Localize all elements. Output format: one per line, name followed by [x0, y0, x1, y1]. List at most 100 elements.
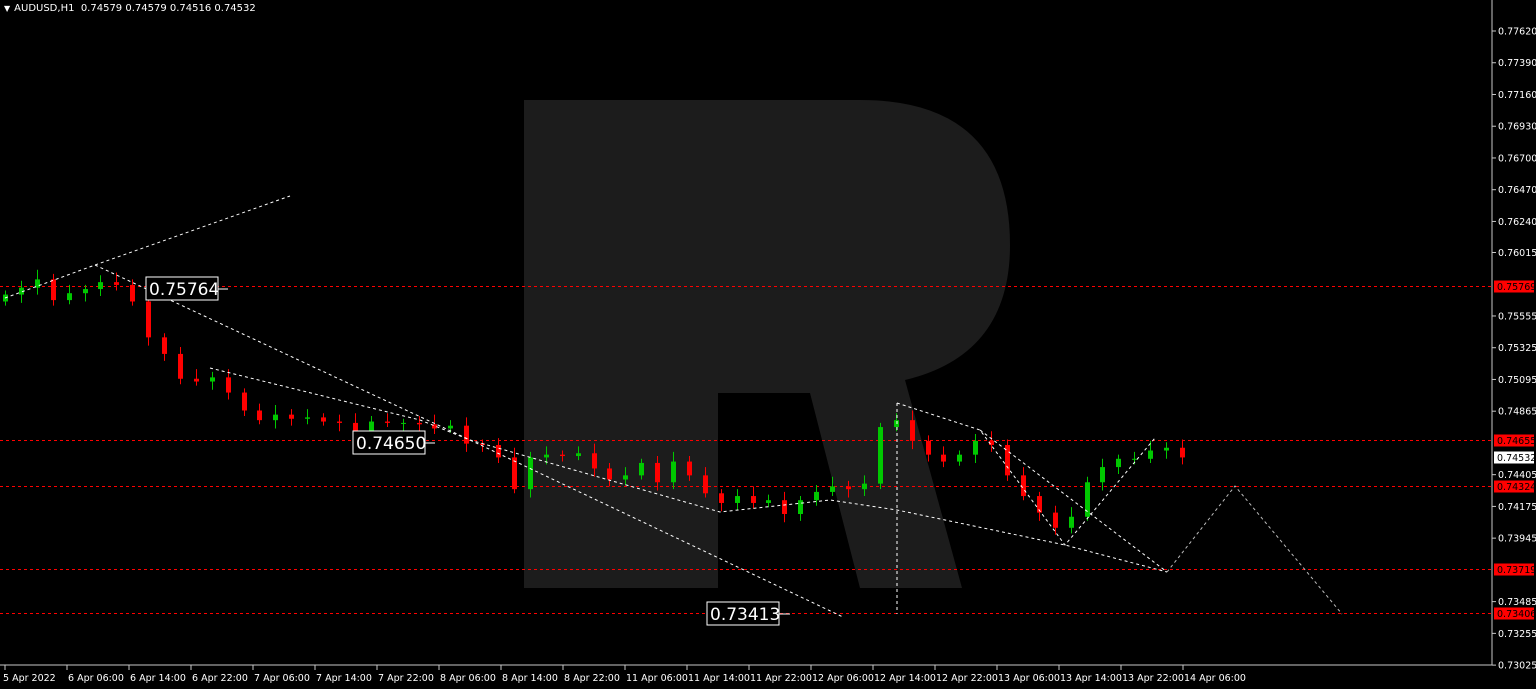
candle: [671, 451, 676, 490]
candle: [1116, 454, 1121, 474]
price-annotation[interactable]: 0.73413: [706, 601, 790, 626]
candle-body: [448, 425, 453, 429]
candle-body: [321, 417, 326, 422]
candle-body: [751, 496, 756, 503]
candle-body: [210, 377, 215, 382]
y-tick-label: 0.74865: [1498, 407, 1536, 418]
y-tick-label: 0.76700: [1498, 153, 1536, 164]
y-tick-label: 0.75555: [1498, 311, 1536, 322]
x-tick-label: 6 Apr 22:00: [192, 673, 248, 684]
x-tick-label: 11 Apr 22:00: [750, 673, 812, 684]
candle-body: [385, 421, 390, 423]
current-price-label: 0.74532: [1497, 453, 1536, 464]
candle-body: [1148, 450, 1153, 459]
candle: [910, 410, 915, 450]
candle-body: [305, 417, 310, 419]
candle-body: [337, 421, 342, 423]
candle: [846, 480, 851, 498]
price-annotation[interactable]: 0.74650: [352, 430, 435, 455]
candle-body: [512, 457, 517, 490]
candle-body: [226, 377, 231, 393]
candle-body: [417, 422, 422, 425]
candle: [401, 418, 406, 432]
candle: [496, 438, 501, 463]
candle-body: [766, 500, 771, 503]
candle-body: [178, 353, 183, 379]
x-tick-label: 12 Apr 22:00: [936, 673, 998, 684]
annotation-box: [352, 430, 426, 455]
level-price-label: 0.74655: [1497, 436, 1536, 447]
y-tick-label: 0.73025: [1498, 661, 1536, 672]
candle-body: [464, 425, 469, 444]
candle-body: [655, 462, 660, 483]
candle: [130, 279, 135, 306]
candle: [1069, 507, 1074, 534]
level-price-label: 0.74324: [1497, 482, 1536, 493]
candle-body: [1021, 475, 1026, 497]
annotation-box: [145, 276, 219, 301]
candle: [1100, 458, 1105, 491]
watermark-logo: [524, 100, 1010, 588]
y-tick-label: 0.77620: [1498, 27, 1536, 38]
level-price-tag: [1494, 563, 1534, 576]
candle-body: [623, 475, 628, 480]
candle: [655, 456, 660, 491]
candle-body: [67, 293, 72, 301]
candle: [878, 422, 883, 490]
candle: [67, 284, 72, 305]
candle-body: [973, 440, 978, 455]
candle: [735, 489, 740, 510]
ohlc-values: 0.74579 0.74579 0.74516 0.74532: [80, 3, 256, 14]
level-price-label: 0.75769: [1497, 282, 1536, 293]
candle: [51, 273, 56, 306]
candle-body: [941, 454, 946, 462]
candle-body: [1053, 512, 1058, 528]
candle: [83, 284, 88, 302]
candle: [751, 486, 756, 509]
candle-body: [671, 461, 676, 483]
x-tick-label: 5 Apr 2022: [3, 673, 56, 684]
candle: [560, 450, 565, 462]
candle: [178, 347, 183, 385]
candle-body: [926, 440, 931, 455]
x-tick-label: 6 Apr 14:00: [130, 673, 186, 684]
candle: [1005, 439, 1010, 481]
price-annotation[interactable]: 0.75764: [145, 276, 228, 301]
y-tick-label: 0.75095: [1498, 375, 1536, 386]
candle-body: [242, 392, 247, 411]
candle-body: [273, 414, 278, 421]
x-tick-label: 8 Apr 14:00: [502, 673, 558, 684]
zigzag-line: [896, 402, 1156, 546]
candle: [273, 404, 278, 429]
candle: [242, 388, 247, 417]
candle-body: [576, 453, 581, 457]
candle: [305, 409, 310, 425]
annotation-label: 0.73413: [710, 605, 780, 625]
candle-body: [1085, 482, 1090, 517]
x-tick-label: 11 Apr 06:00: [626, 673, 688, 684]
candle-body: [607, 468, 612, 480]
candle: [114, 272, 119, 291]
level-price-tag: [1494, 480, 1534, 493]
current-price-tag: [1494, 451, 1534, 464]
candle: [592, 443, 597, 477]
candle-body: [83, 289, 88, 294]
candle-body: [592, 453, 597, 469]
candle-body: [862, 483, 867, 490]
candle-body: [846, 486, 851, 490]
candle: [719, 489, 724, 512]
candle-body: [480, 443, 485, 445]
annotation-box: [706, 601, 780, 626]
candle-body: [51, 279, 56, 301]
forecast-line: [1166, 485, 1343, 615]
candle: [385, 413, 390, 428]
candle: [162, 333, 167, 361]
dropdown-triangle-icon[interactable]: ▼: [4, 4, 11, 13]
candle: [321, 413, 326, 426]
candle-body: [289, 414, 294, 419]
candle-body: [798, 500, 803, 514]
candle: [798, 496, 803, 521]
x-tick-label: 13 Apr 06:00: [998, 673, 1060, 684]
symbol-label: AUDUSD,H1: [14, 3, 75, 14]
